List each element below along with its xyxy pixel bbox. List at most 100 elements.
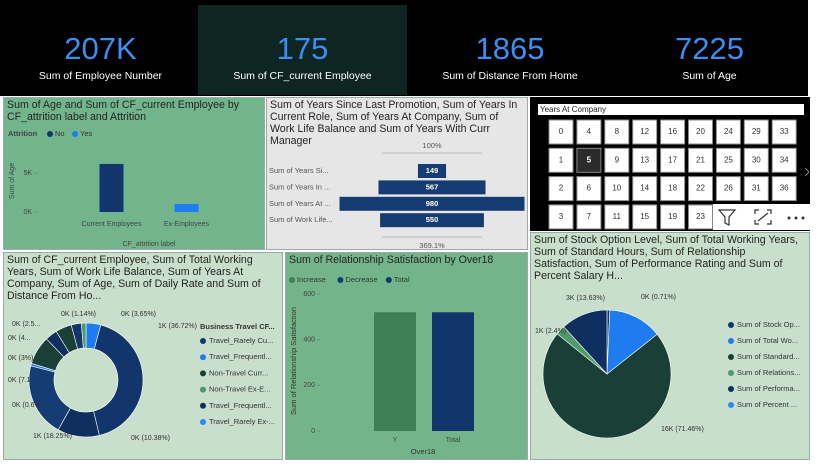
slicer-item-label: 16 (668, 127, 677, 136)
slicer-item[interactable] (604, 147, 630, 173)
slicer-item[interactable] (548, 176, 574, 202)
legend-marker (289, 277, 295, 283)
category-label: Sum of Work Life... (269, 215, 333, 224)
slicer-item[interactable] (604, 204, 630, 230)
slicer-item[interactable] (576, 204, 602, 230)
data-label: 0K (3%) (8, 355, 33, 362)
category-label: Sum of Years Si... (269, 166, 329, 175)
chart: 0K (0.71%) 3K (13.63%) 16K (71.46%) 1K (2.4… (535, 294, 800, 439)
slicer-item[interactable] (743, 147, 769, 173)
slicer-item-label: 4 (587, 127, 592, 136)
slicer-item[interactable] (771, 147, 797, 173)
slicer-item[interactable] (660, 204, 686, 230)
chart-title: Sum of CF_current Employee, Sum of Total… (7, 254, 261, 302)
data-label: 1K (2.4%) (535, 328, 566, 335)
slicer-item-label: 8 (615, 127, 620, 136)
donut-panel: 0K (3.65%) 1K (36.72%) 0K (10.38%) 1K (18.2… (3, 252, 283, 460)
slicer-item-label: 21 (696, 155, 705, 164)
bar (432, 312, 474, 431)
slicer-item[interactable] (715, 119, 741, 145)
legend-label: Decrease (345, 275, 377, 284)
value-label: 550 (426, 215, 439, 224)
slicer-item[interactable] (632, 204, 658, 230)
legend-label: Total (394, 275, 410, 284)
slicer-item-label: 30 (752, 155, 761, 164)
slicer-item-label: 24 (724, 127, 733, 136)
waterfall-panel: Increase Decrease Total 0 200 400 600 Y Total Ove… (285, 252, 528, 460)
funnel-top-label: 100% (422, 141, 442, 150)
focus-icon[interactable] (754, 209, 772, 225)
legend-marker (47, 131, 53, 137)
slicer-item[interactable] (548, 204, 574, 230)
legend-label: Non-Travel Ex-E... (209, 385, 270, 394)
legend-marker (200, 402, 206, 409)
legend-marker (337, 277, 344, 283)
slicer-item[interactable] (576, 176, 602, 202)
slicer-item[interactable] (688, 119, 713, 145)
slicer-item[interactable] (688, 176, 713, 202)
legend-marker (200, 354, 206, 361)
slicer-item[interactable] (771, 176, 797, 202)
slicer-item-label: 23 (696, 212, 705, 221)
slicer-item[interactable] (660, 176, 686, 202)
legend-marker (200, 370, 206, 377)
slicer-item-label: 15 (640, 212, 649, 221)
slicer-header-bg (538, 104, 804, 115)
slicer-item-label: 20 (696, 127, 705, 136)
kpi-label: Sum of Age (682, 70, 737, 82)
pie-panel: 0K (0.71%) 3K (13.63%) 16K (71.46%) 1K (2.4… (530, 232, 810, 460)
legend-label: Sum of Percent ... (737, 400, 797, 409)
slicer-item[interactable] (688, 204, 713, 230)
value-label: 149 (426, 166, 439, 175)
more-icon[interactable] (787, 216, 805, 220)
slicer-item-label: 13 (640, 155, 649, 164)
data-label: 0K (10.38%) (131, 435, 170, 442)
y-tick-label: 400 (303, 337, 315, 344)
funnel-bottom-label: 369.1% (419, 241, 445, 250)
slicer-item[interactable] (771, 119, 797, 145)
slicer-item[interactable] (743, 176, 769, 202)
slicer-item-label: 6 (587, 184, 592, 193)
legend-marker (728, 370, 734, 376)
slicer-item[interactable] (660, 119, 686, 145)
slicer-item[interactable] (604, 176, 630, 202)
visual-header (713, 204, 810, 230)
slicer-item[interactable] (688, 147, 713, 173)
legend-label: Sum of Total Wo... (737, 336, 798, 345)
slicer-item[interactable] (632, 119, 658, 145)
slicer-item-label: 9 (615, 155, 620, 164)
slicer-item[interactable] (632, 147, 658, 173)
x-tick-label: Y (393, 437, 398, 444)
donut-slice (93, 324, 144, 436)
slicer-item[interactable] (715, 176, 741, 202)
filter-icon[interactable] (717, 209, 737, 226)
slicer-item[interactable] (715, 147, 741, 173)
slicer-item[interactable] (576, 147, 602, 173)
slicer-item[interactable] (743, 119, 769, 145)
legend-marker (728, 402, 734, 408)
slicer-item[interactable] (660, 147, 686, 173)
slicer-header: Years At Company (540, 105, 606, 114)
slicer-item-label: 29 (752, 127, 761, 136)
slicer-item-label: 14 (640, 184, 649, 193)
chart-title: Sum of Years Since Last Promotion, Sum o… (270, 99, 518, 147)
legend-label: Travel_Frequentl... (209, 352, 272, 361)
legend-title: Business Travel CF... (200, 322, 275, 331)
category-label: Sum of Years At ... (269, 199, 331, 208)
slicer-item[interactable] (576, 119, 602, 145)
slicer-item[interactable] (548, 147, 574, 173)
data-label: 0K (0.6%) (12, 402, 43, 409)
slicer-item[interactable] (604, 119, 630, 145)
category-label: Sum of Years In ... (269, 182, 330, 191)
slicer-item-label: 11 (613, 212, 622, 221)
slicer-item[interactable] (548, 119, 574, 145)
legend-label: Travel_Frequentl... (209, 401, 272, 410)
slicer-item-label: 1 (559, 155, 564, 164)
kpi-value: 1865 (475, 31, 545, 66)
legend-label: Sum of Stock Op... (737, 320, 800, 329)
slicer-item[interactable] (632, 176, 658, 202)
funnel-panel: 100% 369.1% Sum of Years Si... 149 Sum of Ye… (266, 97, 528, 250)
y-tick-label: 200 (303, 382, 315, 389)
x-axis-title: CF_attrition label (123, 241, 176, 248)
data-label: 0K (3.65%) (121, 311, 156, 318)
